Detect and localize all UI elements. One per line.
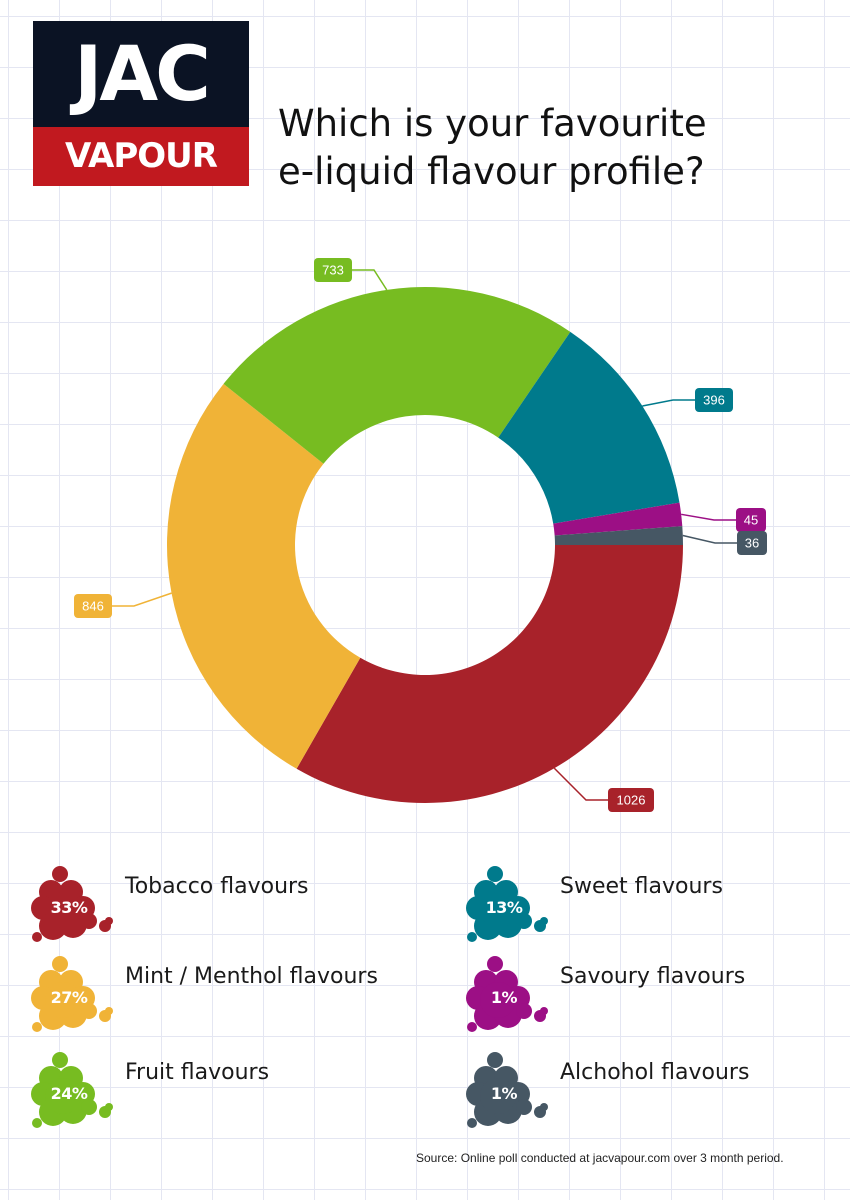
legend-percent: 24% bbox=[50, 1084, 88, 1103]
legend-item-mint: 27% Mint / Menthol flavours bbox=[31, 956, 391, 1036]
value-label-mint: 846 bbox=[82, 599, 104, 614]
value-label-alcohol: 36 bbox=[745, 536, 759, 551]
slice-alcohol bbox=[554, 526, 683, 545]
value-label-sweet: 396 bbox=[703, 393, 725, 408]
slice-fruit bbox=[223, 287, 571, 464]
legend-label: Savoury flavours bbox=[560, 964, 746, 989]
chart-title: Which is your favourite e-liquid flavour… bbox=[278, 100, 818, 196]
value-label-box-mint bbox=[74, 594, 112, 618]
legend-percent: 27% bbox=[50, 988, 88, 1007]
value-label-box-tobacco bbox=[608, 788, 654, 812]
legend-item-savoury: 1% Savoury flavours bbox=[466, 956, 826, 1036]
value-label-tobacco: 1026 bbox=[617, 793, 646, 808]
value-label-box-savoury bbox=[736, 508, 766, 532]
logo-top-text: JAC bbox=[33, 21, 249, 127]
legend-blob-icon bbox=[31, 1052, 115, 1136]
legend-percent: 1% bbox=[490, 988, 518, 1007]
legend-blob-icon bbox=[31, 866, 115, 950]
title-line-1: Which is your favourite bbox=[278, 102, 707, 145]
legend-blob-icon bbox=[466, 956, 550, 1040]
slice-savoury bbox=[553, 502, 683, 536]
logo-bottom-text: VAPOUR bbox=[33, 127, 249, 186]
legend-item-fruit: 24% Fruit flavours bbox=[31, 1052, 391, 1132]
legend-percent: 13% bbox=[485, 898, 523, 917]
leader-line-tobacco bbox=[553, 767, 608, 801]
title-line-2: e-liquid flavour profile? bbox=[278, 150, 705, 193]
legend-blob-icon bbox=[466, 866, 550, 950]
legend-item-tobacco: 33% Tobacco flavours bbox=[31, 866, 391, 946]
legend-label: Fruit flavours bbox=[125, 1060, 270, 1085]
legend-label: Tobacco flavours bbox=[125, 874, 309, 899]
leader-line-savoury bbox=[681, 513, 736, 521]
donut-chart: 1026 846 733 396 45 36 bbox=[74, 258, 767, 812]
slice-tobacco bbox=[296, 545, 683, 803]
legend-item-alcohol: 1% Alchohol flavours bbox=[466, 1052, 826, 1132]
legend-label: Alchohol flavours bbox=[560, 1060, 750, 1085]
slice-mint bbox=[167, 383, 361, 769]
brand-logo: JAC VAPOUR bbox=[33, 21, 249, 186]
legend-percent: 1% bbox=[490, 1084, 518, 1103]
value-label-box-fruit bbox=[314, 258, 352, 282]
legend-blob-icon bbox=[31, 956, 115, 1040]
legend-percent: 33% bbox=[50, 898, 88, 917]
legend-label: Sweet flavours bbox=[560, 874, 723, 899]
slice-sweet bbox=[498, 331, 680, 524]
value-label-box-alcohol bbox=[737, 531, 767, 555]
leader-line-sweet bbox=[642, 399, 695, 407]
legend-label: Mint / Menthol flavours bbox=[125, 964, 378, 989]
value-label-box-sweet bbox=[695, 388, 733, 412]
value-label-savoury: 45 bbox=[744, 513, 758, 528]
legend-blob-icon bbox=[466, 1052, 550, 1136]
value-label-fruit: 733 bbox=[322, 263, 344, 278]
legend-item-sweet: 13% Sweet flavours bbox=[466, 866, 826, 946]
leader-line-alcohol bbox=[682, 534, 737, 544]
leader-line-fruit bbox=[352, 269, 388, 291]
source-note: Source: Online poll conducted at jacvapo… bbox=[416, 1151, 784, 1165]
leader-line-mint bbox=[112, 592, 172, 607]
